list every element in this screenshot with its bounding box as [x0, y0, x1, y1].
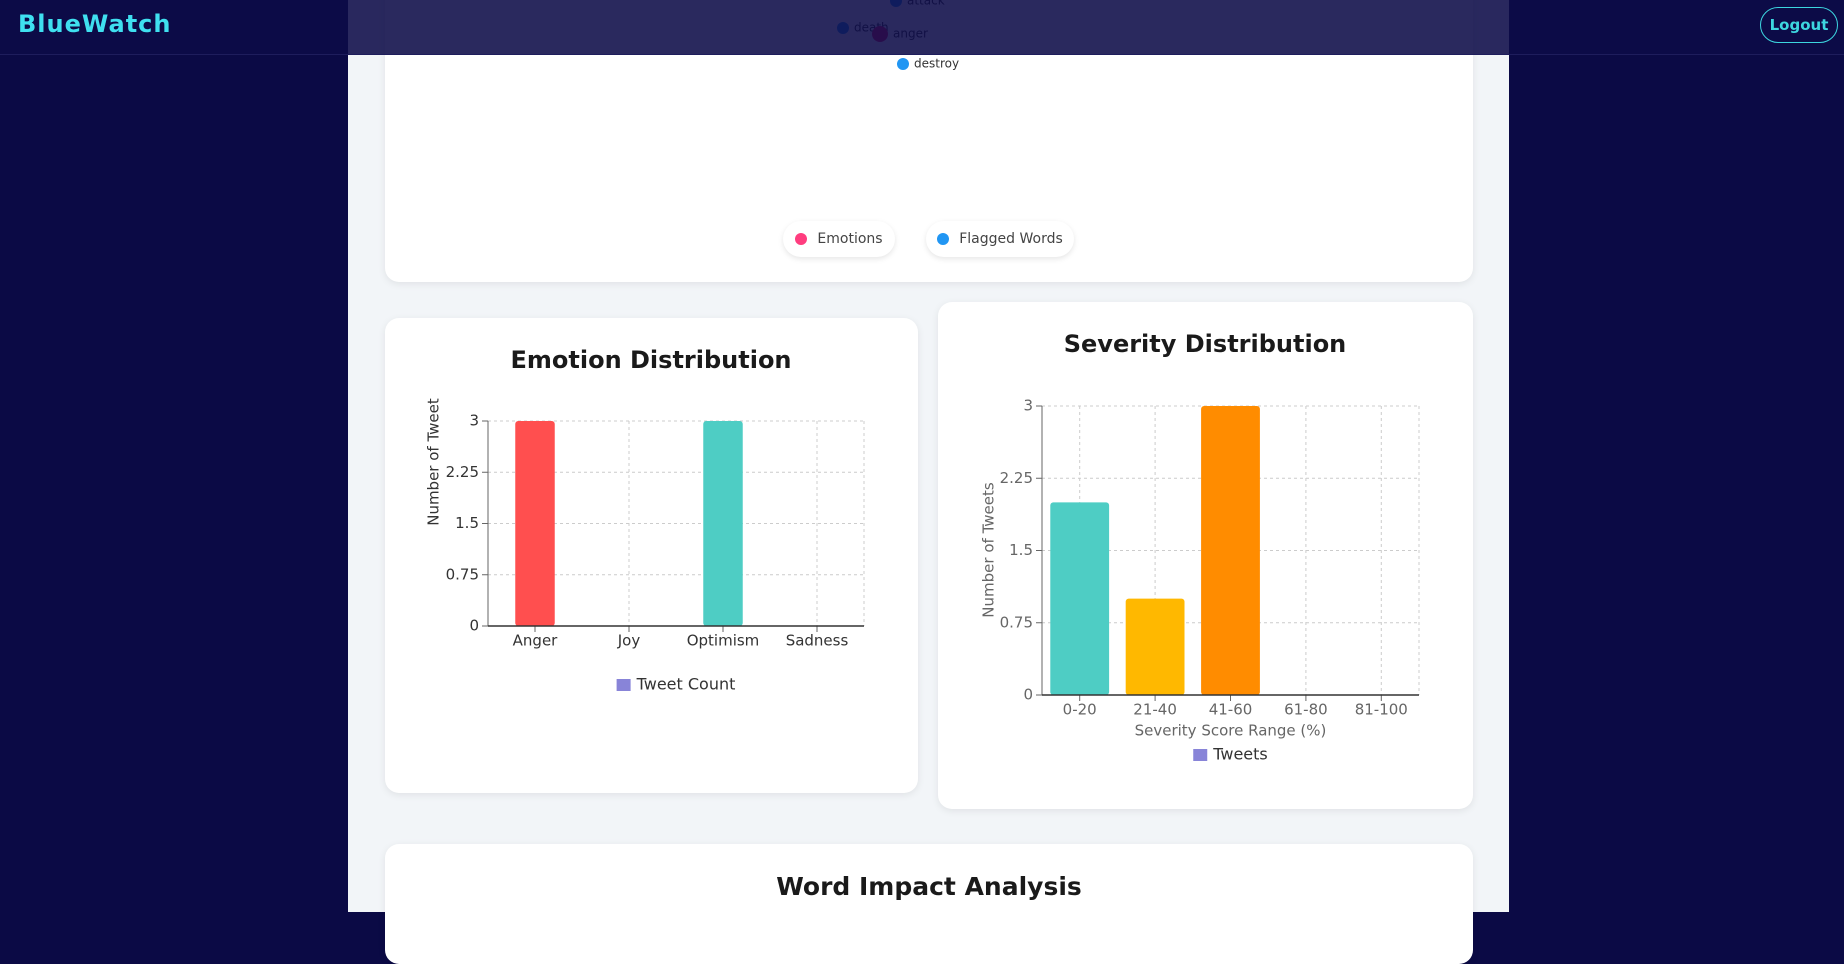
- y-tick-label: 3: [469, 412, 479, 430]
- chart-title: Emotion Distribution: [510, 346, 791, 374]
- legend-item: Tweets: [1193, 745, 1268, 764]
- y-tick-label: 1.5: [1009, 541, 1033, 559]
- logout-button[interactable]: Logout: [1760, 7, 1838, 43]
- bar: [515, 421, 555, 626]
- x-tick-label: 41-60: [1209, 701, 1253, 719]
- charts: attackdeathangerdestroyEmotion Distribut…: [425, 0, 1420, 764]
- legend-label: Tweets: [1212, 745, 1268, 764]
- graph-node: [897, 58, 909, 70]
- x-tick-label: 81-100: [1355, 701, 1408, 719]
- x-tick-label: Anger: [513, 632, 559, 650]
- y-tick-label: 2.25: [1000, 469, 1033, 487]
- x-tick-label: 21-40: [1133, 701, 1177, 719]
- legend-label: Flagged Words: [959, 231, 1063, 247]
- graph-node-label: destroy: [914, 57, 959, 71]
- x-tick-label: Joy: [617, 632, 641, 650]
- x-axis-label: Severity Score Range (%): [1135, 722, 1327, 740]
- x-tick-label: Sadness: [786, 632, 849, 650]
- legend-pill[interactable]: Flagged Words: [926, 221, 1074, 257]
- legend-swatch: [616, 679, 631, 691]
- legend-dot: [795, 233, 808, 245]
- legend-pill[interactable]: Emotions: [783, 221, 895, 257]
- y-tick-label: 1.5: [455, 514, 479, 532]
- bar: [1050, 502, 1110, 695]
- legend-item: Tweet Count: [616, 675, 736, 694]
- y-tick-label: 0.75: [1000, 613, 1033, 631]
- y-tick-label: 3: [1023, 397, 1033, 415]
- y-axis-label: Number of Tweet: [425, 398, 443, 526]
- emotion-card: [385, 318, 918, 793]
- brand: BlueWatch: [18, 10, 172, 38]
- chart-title: Severity Distribution: [1064, 330, 1347, 358]
- y-tick-label: 2.25: [446, 463, 479, 481]
- bar: [703, 421, 743, 626]
- y-tick-label: 0.75: [446, 565, 479, 583]
- y-tick-label: 0: [1023, 686, 1033, 704]
- legend-label: Tweet Count: [636, 675, 736, 694]
- legend-dot: [937, 233, 950, 245]
- y-axis-label: Number of Tweets: [980, 482, 998, 618]
- x-tick-label: Optimism: [687, 632, 760, 650]
- header: BlueWatch Logout: [0, 0, 1844, 55]
- bar: [1125, 598, 1185, 695]
- y-tick-label: 0: [469, 617, 479, 635]
- x-tick-label: 0-20: [1063, 701, 1097, 719]
- legend-label: Emotions: [817, 231, 883, 247]
- legend-swatch: [1193, 749, 1208, 761]
- bar: [1201, 406, 1260, 695]
- x-tick-label: 61-80: [1284, 701, 1328, 719]
- section-title: Word Impact Analysis: [776, 872, 1082, 901]
